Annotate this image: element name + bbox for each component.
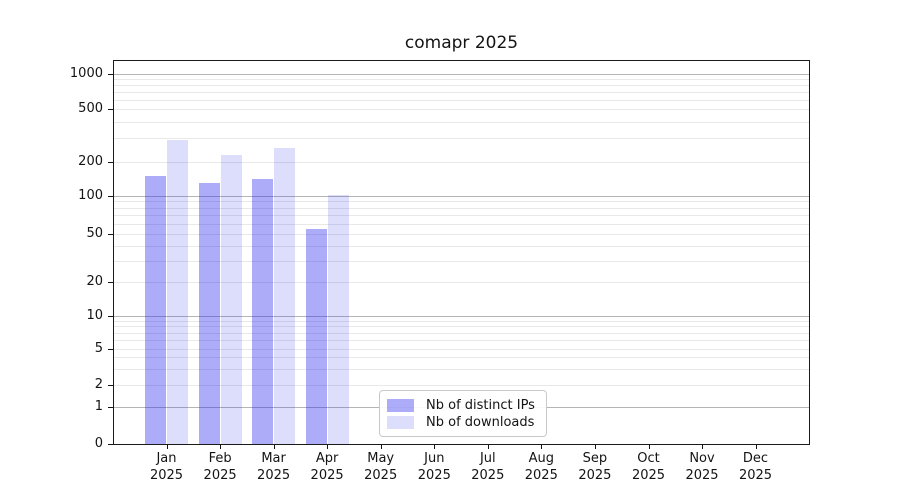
y-tick-mark-500 — [108, 109, 113, 111]
y-tick-mark-200 — [108, 161, 113, 163]
bar-downloads-feb — [220, 154, 242, 444]
x-tick-mark-apr — [327, 445, 329, 449]
y-tick-label-10: 10 — [86, 307, 103, 323]
y-tick-label-200: 200 — [78, 153, 103, 169]
x-tick-mark-jun — [434, 445, 436, 449]
gridline-minor-800 — [114, 85, 809, 87]
y-tick-mark-100 — [108, 195, 113, 197]
bar-downloads-mar — [274, 147, 296, 444]
x-tick-label-jan: Jan 2025 — [149, 451, 184, 483]
x-tick-label-apr: Apr 2025 — [310, 451, 344, 483]
gridline-minor-30 — [114, 260, 809, 262]
y-tick-label-2: 2 — [94, 377, 103, 392]
gridline-minor-60 — [114, 224, 809, 225]
gridline-minor-2 — [114, 385, 809, 386]
x-tick-mark-jan — [166, 445, 168, 449]
bar-downloads-jan — [167, 140, 188, 444]
y-tick-label-50: 50 — [86, 226, 103, 242]
gridline-minor-6 — [114, 339, 809, 341]
gridline-minor-9 — [114, 320, 809, 322]
y-tick-label-1000: 1000 — [69, 65, 103, 81]
bar-downloads-apr — [327, 194, 349, 444]
y-tick-label-0: 0 — [94, 436, 103, 451]
bar-distinct-ips-feb — [198, 182, 220, 444]
gridline-minor-300 — [114, 138, 809, 140]
x-tick-mark-aug — [541, 445, 543, 449]
legend-label-downloads: Nb of downloads — [426, 415, 535, 430]
gridline-minor-700 — [114, 92, 809, 93]
x-tick-mark-may — [380, 445, 382, 449]
bar-distinct-ips-mar — [252, 179, 274, 444]
x-tick-mark-nov — [702, 445, 703, 449]
x-tick-label-dec: Dec 2025 — [738, 451, 773, 483]
gridline-minor-900 — [114, 79, 809, 81]
y-tick-mark-1000 — [108, 73, 113, 75]
x-tick-label-jun: Jun 2025 — [417, 451, 451, 483]
x-tick-mark-mar — [273, 445, 275, 449]
gridline-minor-4 — [114, 357, 809, 359]
bars-layer — [114, 61, 809, 444]
legend-swatch-distinct-ips — [387, 399, 414, 412]
x-tick-label-nov: Nov 2025 — [685, 451, 719, 483]
legend-item-distinct-ips: Nb of distinct IPs — [387, 398, 538, 413]
gridline-minor-500 — [114, 109, 809, 111]
y-tick-label-1: 1 — [94, 398, 103, 414]
gridline-minor-20 — [114, 281, 809, 283]
x-tick-mark-jul — [487, 445, 489, 449]
legend-label-distinct-ips: Nb of distinct IPs — [426, 398, 535, 413]
gridline-minor-5 — [114, 348, 809, 350]
x-tick-label-sep: Sep 2025 — [578, 451, 612, 483]
x-tick-mark-feb — [220, 445, 222, 449]
y-tick-mark-50 — [108, 234, 113, 236]
x-tick-label-oct: Oct 2025 — [631, 451, 666, 483]
gridline-minor-3 — [114, 368, 809, 370]
gridline-minor-70 — [114, 215, 809, 217]
y-tick-label-100: 100 — [78, 187, 103, 203]
gridline-minor-80 — [114, 208, 809, 209]
y-tick-mark-5 — [108, 348, 113, 350]
y-tick-mark-1 — [108, 406, 113, 408]
gridline-minor-8 — [114, 326, 809, 328]
x-tick-label-jul: Jul 2025 — [471, 451, 505, 483]
gridline-minor-7 — [114, 332, 809, 334]
y-tick-label-5: 5 — [94, 340, 103, 356]
y-tick-label-500: 500 — [78, 101, 103, 117]
bar-distinct-ips-apr — [305, 228, 327, 444]
gridlines-layer — [114, 61, 809, 444]
gridline-major-1000 — [114, 73, 809, 75]
x-tick-label-may: May 2025 — [364, 451, 398, 483]
y-tick-mark-2 — [108, 385, 113, 386]
legend-swatch-downloads — [387, 416, 414, 429]
gridline-major-100 — [114, 195, 809, 197]
gridline-major-10 — [114, 315, 809, 317]
x-tick-mark-sep — [594, 445, 596, 449]
gridline-minor-90 — [114, 201, 809, 203]
legend: Nb of distinct IPs Nb of downloads — [379, 390, 547, 437]
x-tick-label-feb: Feb 2025 — [203, 451, 237, 483]
plot-area: Nb of distinct IPs Nb of downloads — [113, 60, 810, 445]
y-tick-mark-10 — [108, 315, 113, 317]
y-tick-label-20: 20 — [86, 273, 103, 289]
y-tick-mark-0 — [108, 444, 113, 445]
gridline-minor-400 — [114, 121, 809, 123]
legend-item-downloads: Nb of downloads — [387, 415, 538, 430]
gridline-minor-50 — [114, 234, 809, 236]
x-tick-label-aug: Aug 2025 — [524, 451, 558, 483]
gridline-minor-200 — [114, 161, 809, 163]
x-tick-label-mar: Mar 2025 — [257, 451, 291, 483]
x-tick-mark-oct — [648, 445, 650, 449]
x-tick-mark-dec — [755, 445, 757, 449]
chart-title: comapr 2025 — [404, 33, 519, 53]
gridline-minor-40 — [114, 245, 809, 247]
gridline-minor-600 — [114, 99, 809, 101]
bar-distinct-ips-jan — [145, 175, 166, 444]
y-tick-mark-20 — [108, 281, 113, 283]
